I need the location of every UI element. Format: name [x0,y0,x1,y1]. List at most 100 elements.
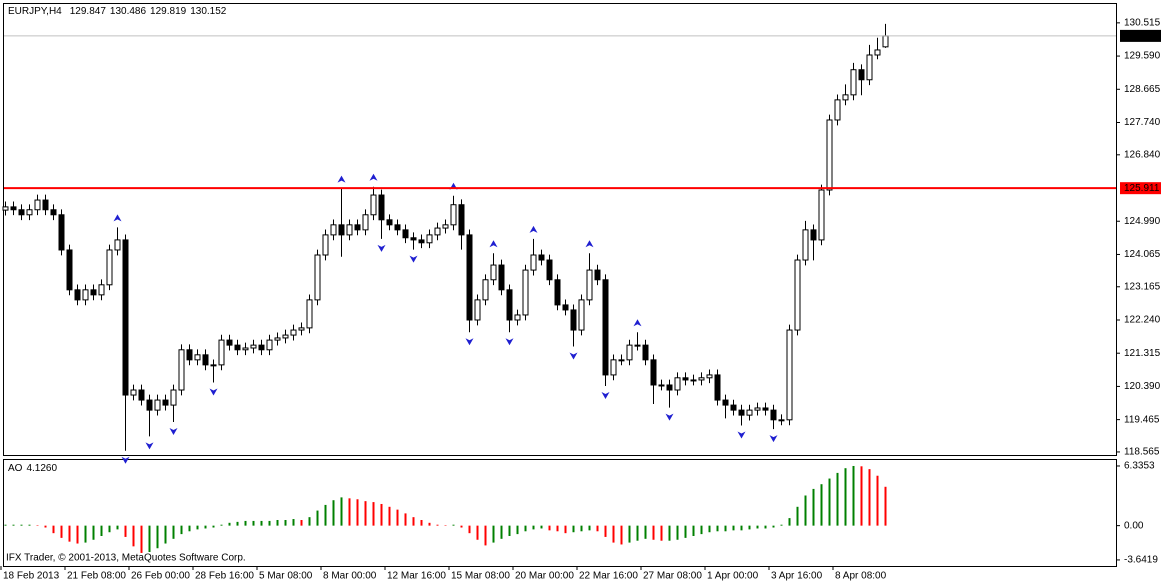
candle-body [586,269,593,301]
candle-body [138,389,145,401]
candle-body [274,337,281,341]
candle-body [338,224,345,236]
fractal-down [121,456,130,464]
ao-panel [3,459,1117,567]
y-tick-label: 119.465 [1124,414,1160,425]
candle-body [770,409,777,421]
candle-body [258,344,265,351]
candle-body [66,249,73,291]
fractal-up [489,240,498,248]
fractal-up [337,175,346,183]
close-value: 130.152 [190,6,227,17]
candle-body [602,279,609,376]
candle-body [378,194,385,221]
candle-body [530,254,537,271]
fractal-down [409,255,418,263]
hline-label: 125.911 [1124,183,1160,194]
candle-body [250,344,257,349]
candle-body [698,377,705,381]
low-value: 129.819 [150,6,187,17]
candle-body [626,344,633,361]
candle-body [122,239,129,396]
y-tick-label: -3.6419 [1124,555,1158,566]
header: EURJPY,H4 129.847 130.486 129.819 130.152 [8,6,227,17]
price-label-box [1120,29,1161,42]
candle-body [450,204,457,226]
candle-body [674,377,681,391]
candle-body [730,404,737,411]
high-value: 130.486 [110,6,147,17]
candle-body [794,259,801,331]
y-tick-label: 129.590 [1124,51,1161,62]
candle-body [682,377,689,381]
candle-body [130,389,137,396]
candle-body [298,327,305,331]
candle-body [370,194,377,216]
y-tick-label: 122.240 [1124,315,1161,326]
x-tick-label: 8 Apr 08:00 [835,571,887,582]
x-tick-label: 26 Feb 00:00 [131,571,190,582]
candle-body [410,237,417,241]
symbol: EURJPY,H4 [8,6,62,17]
x-tick-label: 21 Feb 08:00 [67,571,126,582]
candle-body [50,209,57,216]
candle-body [186,349,193,361]
candle-body [850,69,857,96]
candle-body [434,227,441,236]
candle-body [234,344,241,351]
x-tick-label: 5 Mar 08:00 [259,571,313,582]
x-tick-label: 18 Feb 2013 [3,571,60,582]
candle-body [778,419,785,422]
y-tick-label: 120.390 [1124,381,1161,392]
candle-body [754,407,761,411]
candle-body [18,209,25,216]
candle-body [762,407,769,411]
y-tick-label: 123.165 [1124,281,1161,292]
y-tick-label: 130.515 [1124,17,1161,28]
candle-body [538,254,545,261]
candle-body [330,224,337,236]
candle-body [162,399,169,406]
candle-body [458,204,465,236]
candle-body [546,259,553,281]
fractal-down [601,392,610,400]
candle-body [506,289,513,321]
candle-body [114,239,121,251]
ao-bars [4,465,887,553]
candle-body [482,279,489,301]
candle-body [282,334,289,339]
candle-body [74,289,81,301]
candle-body [346,224,353,236]
candle-body [818,189,825,241]
candle-body [578,299,585,331]
candle-body [154,399,161,411]
fractal-down [169,427,178,435]
candle-body [826,119,833,191]
candle-body [866,54,873,81]
candle-body [594,269,601,281]
candle-body [746,409,753,416]
candle-body [802,229,809,261]
fractal-down [665,413,674,421]
y-tick-label: 121.315 [1124,348,1161,359]
x-tick-label: 15 Mar 08:00 [451,571,510,582]
candle-body [882,35,889,48]
candle-body [34,199,41,211]
candle-body [218,339,225,366]
candle-body [178,349,185,391]
candle-body [474,299,481,321]
candle-body [26,209,33,216]
y-tick-label: 118.565 [1124,447,1160,458]
candle-body [690,379,697,382]
fractal-down [145,442,154,450]
candle-body [842,94,849,101]
fractal-down [737,431,746,439]
candle-body [58,214,65,251]
y-tick-label: 124.990 [1124,216,1161,227]
open-value: 129.847 [70,6,107,17]
candle-body [306,299,313,329]
candle-body [106,249,113,286]
x-tick-label: 22 Mar 16:00 [579,571,638,582]
